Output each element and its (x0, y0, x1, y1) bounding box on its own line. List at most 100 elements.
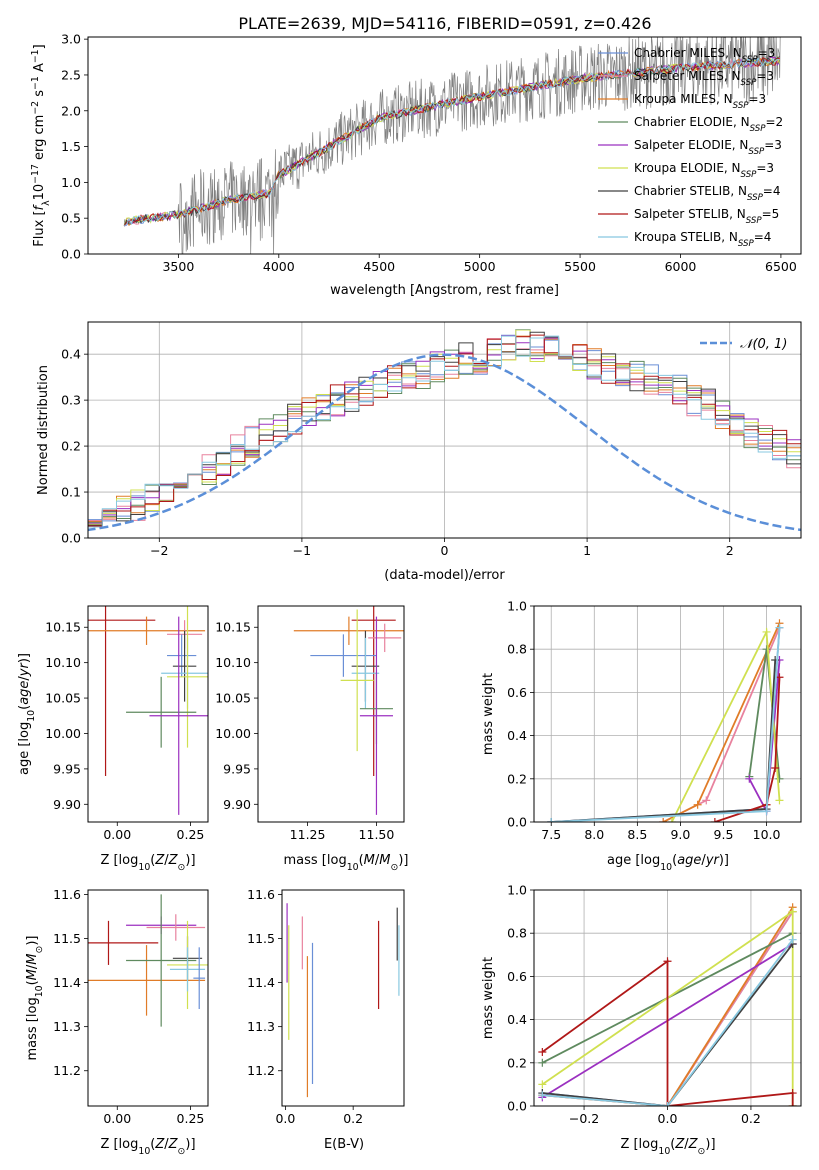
x-axis-label: age [log10(age/yr)] (607, 853, 729, 873)
weight-marker (788, 1089, 797, 1098)
y-tick-label: 0.0 (507, 1099, 527, 1114)
y-tick-label: 10.15 (215, 620, 251, 635)
x-tick-label: 8.5 (627, 827, 647, 842)
weight-line (551, 627, 781, 822)
weight-series (538, 935, 797, 1106)
x-axis-label: Z [log10(Z/Z⊙)] (100, 853, 195, 873)
x-axis-label: mass [log10(M/M⊙)] (284, 853, 409, 873)
y-tick-label: 0.0 (61, 247, 81, 262)
plot-area (534, 606, 801, 822)
observed-spectrum (123, 37, 781, 254)
x-tick-label: 11.50 (359, 827, 395, 842)
error-point (351, 637, 380, 709)
legend-label: Chabrier ELODIE, NSSP=2 (634, 115, 783, 134)
error-point (368, 623, 402, 653)
weight-marker (775, 796, 784, 805)
y-tick-label: 10.05 (45, 691, 81, 706)
legend-label: Salpeter ELODIE, NSSP=3 (634, 138, 782, 157)
legend-label: Salpeter STELIB, NSSP=5 (634, 207, 779, 226)
legend-label: Chabrier MILES, NSSP=3 (634, 46, 775, 65)
y-tick-label: 0.4 (507, 1012, 527, 1027)
x-axis-label: Z [log10(Z/Z⊙)] (620, 1137, 715, 1157)
y-tick-label: 9.90 (223, 797, 251, 812)
x-tick-label: 0.00 (103, 827, 131, 842)
normal-reference-curve (88, 353, 801, 532)
error-point (293, 616, 404, 645)
axes-frame (533, 605, 802, 823)
x-tick-label: 0.0 (275, 1111, 295, 1126)
x-tick-label: 0.0 (658, 1111, 678, 1126)
error-point (340, 609, 374, 752)
error-point (126, 676, 197, 748)
weight-series (667, 627, 784, 822)
y-tick-label: 0.6 (507, 969, 527, 984)
error-point (359, 616, 393, 815)
x-tick-label: 5000 (464, 259, 496, 274)
residual-histogram (88, 338, 801, 527)
x-tick-label: 5500 (564, 259, 596, 274)
y-tick-label: 2.0 (61, 103, 81, 118)
weight-line (541, 959, 794, 1106)
y-tick-label: 0.1 (61, 485, 81, 500)
y-tick-label: 10.15 (45, 620, 81, 635)
y-axis-label: Flux [fλ10−17 erg cm−2 s−1 A−1] (30, 44, 52, 246)
legend-label: Kroupa MILES, NSSP=3 (634, 92, 766, 111)
y-tick-label: 11.3 (53, 1019, 81, 1034)
error-point (310, 634, 377, 677)
y-tick-label: 10.10 (45, 655, 81, 670)
x-tick-label: 0.2 (741, 1111, 761, 1126)
axes-frame (87, 889, 209, 1107)
residual-histogram (88, 343, 801, 527)
residual-histogram (88, 329, 801, 527)
plot-area (123, 37, 781, 254)
weight-marker (702, 796, 711, 805)
legend-label: Kroupa STELIB, NSSP=4 (634, 230, 771, 249)
axes-frame (533, 889, 802, 1107)
y-tick-label: 11.5 (53, 931, 81, 946)
y-tick-label: 10.10 (215, 655, 251, 670)
y-tick-label: 0.3 (61, 393, 81, 408)
weight-series (547, 623, 784, 822)
x-axis-label: Z [log10(Z/Z⊙)] (100, 1137, 195, 1157)
legend: 𝒩(0, 1) (700, 337, 787, 352)
y-tick-label: 2.5 (61, 67, 81, 82)
residual-histogram (88, 329, 801, 527)
weight-marker (663, 1102, 672, 1106)
y-tick-label: 1.0 (507, 883, 527, 898)
error-point (351, 606, 396, 776)
panel-7: 0.0 0.2 11.2 11.3 11.4 11.5 11.6 E(B-V) (247, 887, 405, 1152)
x-tick-label: 0.25 (177, 827, 205, 842)
y-tick-label: 11.6 (247, 887, 275, 902)
y-tick-label: 10.05 (215, 691, 251, 706)
x-tick-label: −0.2 (569, 1111, 599, 1126)
weight-marker (667, 818, 676, 822)
error-point (88, 920, 159, 965)
error-point (146, 914, 206, 941)
weight-marker (710, 818, 719, 822)
panel-4: 11.25 11.50 9.90 9.95 10.00 10.05 10.10 10.15 ma… (215, 605, 409, 873)
weight-marker (788, 1102, 797, 1106)
error-point (149, 616, 208, 815)
residual-histogram (88, 335, 801, 528)
error-point (126, 894, 197, 1027)
y-tick-label: 0.0 (507, 815, 527, 830)
axes-frame (87, 321, 802, 539)
panel-5: 7.5 8.0 8.5 9.0 9.5 10.0 0.0 0.2 0.4 0.6 0.8 1.0 mas… (481, 599, 802, 873)
legend-label: 𝒩(0, 1) (740, 337, 787, 352)
x-tick-label: 4000 (263, 259, 295, 274)
axes-frame (87, 36, 802, 255)
weight-marker (762, 645, 771, 654)
x-tick-label: 0.2 (343, 1111, 363, 1126)
panel-3: 0.00 0.25 9.90 9.95 10.00 10.05 10.10 10.15 Z [l… (17, 605, 209, 873)
weight-marker (663, 957, 672, 966)
y-tick-label: 11.5 (247, 931, 275, 946)
y-tick-label: 9.95 (223, 761, 251, 776)
error-point (167, 606, 208, 748)
y-tick-label: 9.90 (53, 797, 81, 812)
weight-marker (788, 935, 797, 944)
x-tick-label: 3500 (162, 259, 194, 274)
panel-1: 3500 4000 4500 5000 5500 6000 6500 0.0 0.5 1.0 1.5… (30, 32, 802, 298)
y-tick-label: 0.5 (61, 211, 81, 226)
weight-line (542, 939, 794, 1106)
y-tick-label: 1.5 (61, 139, 81, 154)
